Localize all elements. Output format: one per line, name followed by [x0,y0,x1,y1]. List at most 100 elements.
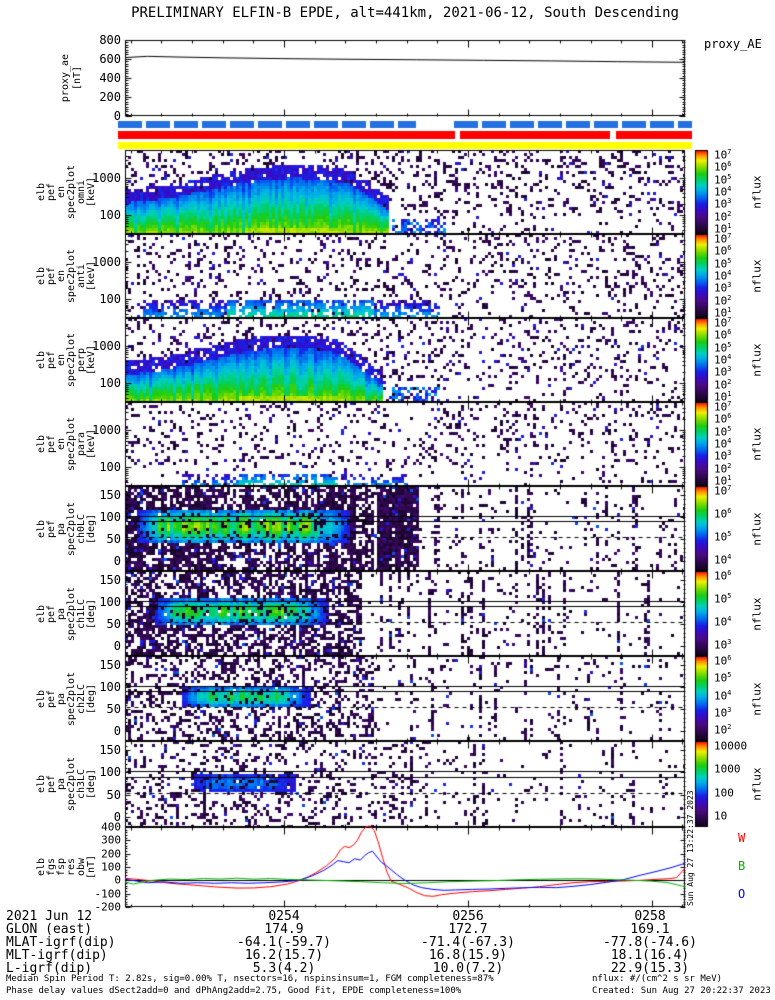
pitch-panel-label-ch3LC: [deg] [86,768,97,800]
energy-ytick-perp: 100 [99,376,121,390]
pitch-ytick-ch3LC: 100 [99,765,121,780]
proxy-ae-axis-label: proxy_ae [60,53,71,103]
energy-ytick-para: 1000 [92,423,121,437]
energy-anti-colorbar-label: nflux [750,259,764,293]
energy-omni-colorbar-tick: 105 [714,172,732,187]
proxy-ae-panel-label: proxy_AE [704,37,762,51]
bottom-ytick: 300 [101,833,121,847]
annotation-value: 18.1(16.4) [610,948,690,963]
pitch-ch0LC-colorbar-label: nflux [750,511,764,546]
energy-para-colorbar-tick: 107 [714,399,732,414]
energy-perp-colorbar-tick: 103 [714,365,732,379]
bottom-ytick: -200 [94,900,122,914]
pitch-panel-label-ch0LC: [deg] [86,513,97,544]
pitch-ch3LC-colorbar-tick: 100 [714,786,734,800]
pitch-ch1LC-colorbar-tick: 106 [714,568,732,583]
energy-ytick-omni: 1000 [92,171,121,185]
pitch-ytick-ch2LC: 0 [113,724,121,738]
pitch-ch0LC-colorbar-tick: 106 [714,506,732,521]
energy-perp-colorbar-label: nflux [750,343,764,377]
pitch-ch2LC-colorbar-label: nflux [750,681,764,716]
energy-para-colorbar-tick: 103 [714,449,732,463]
pitch-ch0LC-colorbar-tick: 104 [714,552,732,567]
energy-perp-colorbar-tick: 104 [714,352,732,367]
pitch-ch2LC-colorbar-tick: 104 [714,688,732,702]
energy-panel-label-anti: [keV] [86,260,97,292]
energy-perp-colorbar-tick: 101 [714,389,732,404]
bottom-ytick: 200 [101,847,121,861]
pitch-ytick-ch2LC: 150 [99,658,121,672]
pitch-ytick-ch1LC: 50 [106,617,121,631]
pitch-ch2LC-colorbar-tick: 106 [714,653,732,668]
energy-omni-colorbar-tick: 102 [714,209,732,224]
energy-anti-colorbar-tick: 105 [714,256,732,271]
proxy-ae-ytick: 600 [99,52,121,66]
pitch-ch2LC-colorbar-tick: 102 [714,722,732,737]
annotation-value: 174.9 [264,922,304,937]
proxy-ae-axis-label: [nT] [72,65,83,91]
energy-para-colorbar-tick: 106 [714,412,732,426]
pitch-ch2LC-colorbar-tick: 103 [714,705,732,720]
energy-anti-colorbar-tick: 102 [714,293,732,308]
pitch-ytick-ch1LC: 100 [99,595,121,609]
annotation-row-label: MLAT-igrf(dip) [6,935,116,950]
energy-para-colorbar-tick: 101 [714,473,732,488]
annotation-value: -64.1(-59.7) [237,935,331,950]
energy-ytick-anti: 100 [99,292,121,306]
energy-anti-colorbar-tick: 103 [714,281,732,295]
energy-omni-colorbar-tick: 107 [714,147,732,162]
energy-ytick-para: 100 [99,460,121,474]
energy-omni-colorbar-label: nflux [750,175,764,209]
energy-perp-colorbar-tick: 106 [714,328,732,342]
pitch-ytick-ch0LC: 50 [106,532,121,546]
energy-omni-colorbar-tick: 104 [714,184,732,199]
energy-perp-colorbar-tick: 105 [714,340,732,355]
bottom-panel-label: [nT] [86,854,97,880]
bottom-ytick: 400 [101,820,121,834]
energy-omni-colorbar-tick: 103 [714,197,732,211]
pitch-ch0LC-colorbar-tick: 107 [714,483,732,498]
bottom-ytick: 100 [101,860,121,874]
figure-title: PRELIMINARY ELFIN-B EPDE, alt=441km, 202… [131,5,679,21]
annotation-value: 16.2(15.7) [244,948,324,963]
energy-omni-colorbar-tick: 106 [714,160,732,174]
energy-panel-label-para: [keV] [86,428,97,460]
energy-perp-colorbar-tick: 107 [714,315,732,330]
annotation-row-label: MLT-igrf(dip) [6,948,108,963]
pitch-ytick-ch2LC: 100 [99,680,121,694]
annotation-row-label: L-igrf(dip) [6,961,93,976]
pitch-ch1LC-colorbar-tick: 103 [714,637,732,652]
annotation-value: 0256 [452,909,484,924]
pitch-ch3LC-colorbar-label: nflux [750,767,764,801]
energy-perp-colorbar-tick: 102 [714,377,732,392]
energy-para-colorbar-tick: 104 [714,436,732,451]
pitch-ytick-ch3LC: 0 [113,810,121,824]
proxy-ae-ytick: 200 [99,90,121,104]
energy-anti-colorbar-tick: 107 [714,231,732,246]
annotation-value: 169.1 [630,922,670,937]
energy-panel-label-perp: [keV] [86,344,97,376]
energy-para-colorbar-tick: 105 [714,424,732,439]
pitch-ch0LC-colorbar-tick: 105 [714,529,732,544]
annotation-value: 0254 [268,909,300,924]
annotation-value: 5.3(4.2) [252,961,316,976]
annotation-value: -71.4(-67.3) [421,935,515,950]
pitch-ch1LC-colorbar-tick: 104 [714,614,732,629]
proxy-ae-ytick: 0 [113,109,121,123]
legend-O: O [738,887,746,901]
energy-ytick-perp: 1000 [92,339,121,353]
proxy-ae-ytick: 400 [99,71,121,85]
energy-panel-label-omni: [keV] [86,176,97,208]
pitch-panel-label-ch2LC: [deg] [86,683,97,714]
annotation-value: 22.9(15.3) [610,961,690,976]
pitch-ytick-ch2LC: 50 [106,702,121,716]
bottom-ytick: -100 [94,887,122,901]
energy-omni-colorbar-tick: 101 [714,221,732,236]
footer-created-line: Created: Sun Aug 27 20:22:37 2023 [592,986,771,996]
energy-anti-colorbar-tick: 101 [714,305,732,320]
pitch-ytick-ch1LC: 150 [99,573,121,587]
footer-spin-period-line: Median Spin Period T: 2.82s, sig=0.00% T… [6,974,494,984]
pitch-ytick-ch0LC: 150 [99,488,121,502]
pitch-ytick-ch3LC: 150 [99,743,121,758]
